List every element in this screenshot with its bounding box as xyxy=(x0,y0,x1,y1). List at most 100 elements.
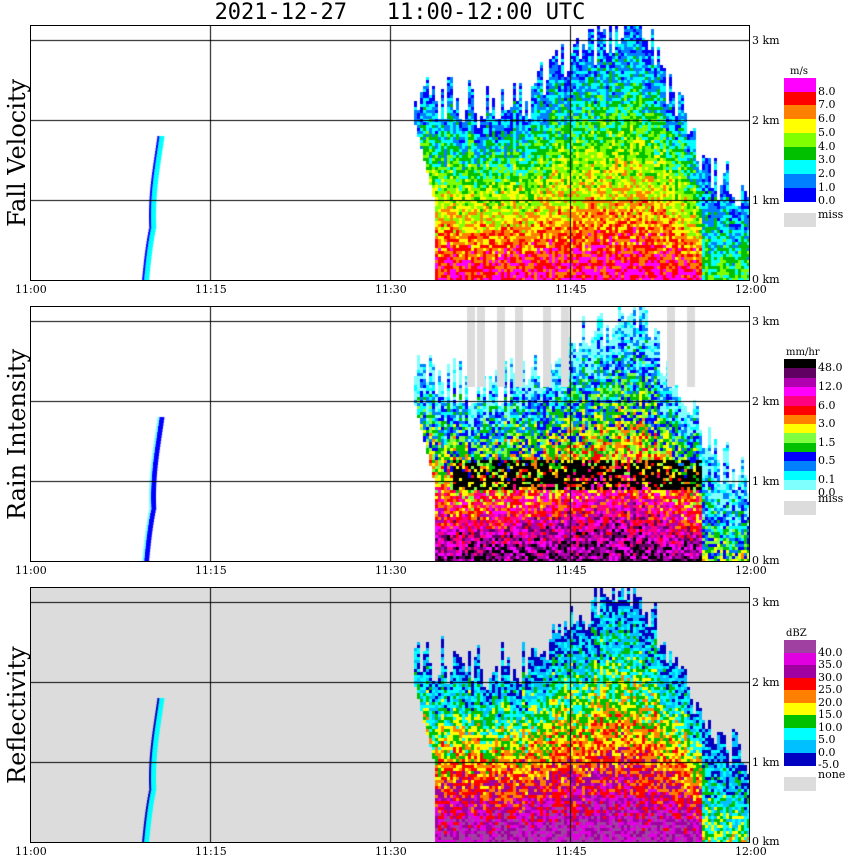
colorbar-tick-label: 48.0 xyxy=(818,361,843,375)
colorbar-band xyxy=(784,702,816,716)
missing-label: none xyxy=(818,768,846,781)
panel-rain-intensity: Rain Intensity xyxy=(3,306,750,562)
colorbar-band xyxy=(784,119,816,134)
colorbar xyxy=(784,78,816,202)
colorbar-band xyxy=(784,665,816,678)
colorbar-tick-label: 3.0 xyxy=(818,417,836,431)
colorbar-unit: dBZ xyxy=(786,628,807,639)
x-tick-label: 11:00 xyxy=(15,564,47,577)
colorbar-band xyxy=(784,91,816,106)
y-axis-label: Rain Intensity xyxy=(3,348,31,520)
colorbar-tick-label: 5.0 xyxy=(818,733,836,746)
colorbar-band xyxy=(784,640,816,653)
colorbar-band xyxy=(784,715,816,728)
missing-swatch xyxy=(784,213,816,228)
x-tick-label: 11:45 xyxy=(555,845,587,858)
colorbar-band xyxy=(784,452,816,462)
figure-title: 2021-12-27 11:00-12:00 UTC xyxy=(214,0,586,25)
colorbar-unit: m/s xyxy=(790,66,808,77)
colorbar-band xyxy=(784,396,816,407)
colorbar-band xyxy=(784,414,816,425)
colorbar-band xyxy=(784,752,816,766)
x-tick-label: 11:30 xyxy=(375,564,407,577)
y-tick-label: 1 km xyxy=(752,756,780,769)
colorbar-band xyxy=(784,377,816,388)
y-tick-label: 3 km xyxy=(752,315,780,328)
missing-swatch xyxy=(784,501,816,516)
y-tick-label: 0 km xyxy=(752,273,780,286)
colorbar-unit: mm/hr xyxy=(786,347,820,358)
colorbar-tick-label: 0.5 xyxy=(818,454,836,468)
y-axis-label: Fall Velocity xyxy=(3,78,31,228)
y-tick-label: 3 km xyxy=(752,596,780,609)
colorbar-tick-label: 25.0 xyxy=(818,683,843,696)
colorbar-tick-label: 5.0 xyxy=(818,125,836,139)
colorbar-band xyxy=(784,359,816,369)
colorbar-tick-label: 10.0 xyxy=(818,720,843,734)
colorbar-band xyxy=(784,740,816,753)
x-tick-label: 11:00 xyxy=(15,845,47,858)
colorbar-tick-label: 1.5 xyxy=(818,435,836,449)
colorbar-tick-label: 0.1 xyxy=(818,472,836,486)
x-tick-label: 11:15 xyxy=(195,564,227,577)
x-tick-label: 11:00 xyxy=(15,283,47,296)
colorbar-tick-label: 40.0 xyxy=(818,645,843,659)
colorbar-band xyxy=(784,78,816,92)
x-tick-label: 11:45 xyxy=(555,564,587,577)
colorbar-band xyxy=(784,187,816,202)
colorbar-band xyxy=(784,146,816,161)
y-tick-label: 0 km xyxy=(752,835,780,848)
colorbar-tick-label: 6.0 xyxy=(818,398,836,412)
y-tick-label: 2 km xyxy=(752,676,780,689)
colorbar-tick-label: 7.0 xyxy=(818,98,836,112)
x-tick-label: 12:00 xyxy=(735,845,767,858)
colorbar-tick-label: 4.0 xyxy=(818,139,836,153)
colorbar-band xyxy=(784,442,816,453)
colorbar-band xyxy=(784,105,816,120)
missing-swatch xyxy=(784,777,816,791)
colorbar-tick-label: 12.0 xyxy=(818,379,843,393)
panel-reflectivity: Reflectivity xyxy=(3,587,750,843)
x-tick-label: 11:30 xyxy=(375,845,407,858)
colorbar-tick-label: 20.0 xyxy=(818,695,843,709)
panel-fall-velocity: Fall Velocity xyxy=(3,25,750,281)
x-tick-label: 11:15 xyxy=(195,283,227,296)
colorbar-band xyxy=(784,677,816,691)
colorbar xyxy=(784,359,816,490)
x-tick-label: 12:00 xyxy=(735,283,767,296)
colorbar-band xyxy=(784,368,816,379)
colorbar-tick-label: 3.0 xyxy=(818,153,836,167)
colorbar-tick-label: 0.0 xyxy=(818,194,836,208)
y-tick-label: 2 km xyxy=(752,114,780,127)
colorbar-tick-label: 30.0 xyxy=(818,670,843,684)
colorbar-band xyxy=(784,160,816,175)
y-tick-label: 1 km xyxy=(752,194,780,207)
colorbar-tick-label: 1.0 xyxy=(818,180,836,194)
colorbar-band xyxy=(784,690,816,703)
colorbar-band xyxy=(784,470,816,481)
y-axis-label: Reflectivity xyxy=(3,646,31,784)
x-tick-label: 11:15 xyxy=(195,845,227,858)
colorbar-tick-label: 0.0 xyxy=(818,486,836,500)
colorbar-band xyxy=(784,132,816,147)
colorbar-band xyxy=(784,433,816,444)
colorbar-tick-label: 35.0 xyxy=(818,658,843,671)
colorbar-tick-label: 8.0 xyxy=(818,84,836,98)
colorbar-band xyxy=(784,652,816,666)
y-tick-label: 1 km xyxy=(752,475,780,488)
x-tick-label: 11:45 xyxy=(555,283,587,296)
colorbar-band xyxy=(784,405,816,416)
y-tick-label: 2 km xyxy=(752,395,780,408)
y-tick-label: 0 km xyxy=(752,554,780,567)
heatmap-field xyxy=(31,588,749,842)
colorbar-band xyxy=(784,479,816,490)
missing-label: miss xyxy=(818,492,844,506)
colorbar xyxy=(784,640,816,766)
colorbar-tick-label: -5.0 xyxy=(818,758,840,771)
colorbar-tick-label: 2.0 xyxy=(818,166,836,180)
x-tick-label: 12:00 xyxy=(735,564,767,577)
colorbar-tick-label: 15.0 xyxy=(818,708,843,721)
colorbar-band xyxy=(784,386,816,397)
colorbar-band xyxy=(784,727,816,741)
colorbar-band xyxy=(784,424,816,435)
